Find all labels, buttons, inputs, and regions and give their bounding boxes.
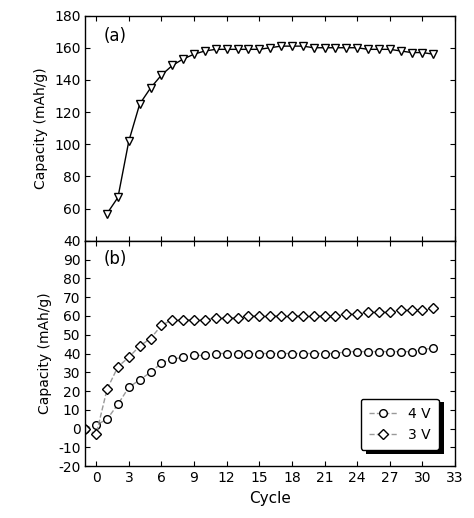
3 V (235, 315, 240, 321)
3 V (398, 307, 403, 313)
Text: (a): (a) (104, 27, 127, 45)
3 V (267, 313, 273, 319)
3 V (344, 311, 349, 317)
3 V (115, 364, 121, 370)
4 V (93, 422, 99, 428)
3 V (322, 313, 328, 319)
4 V (419, 347, 425, 353)
4 V (213, 351, 219, 357)
4 V (344, 349, 349, 355)
4 V (148, 369, 154, 376)
Legend: 4 V, 3 V: 4 V, 3 V (361, 399, 439, 450)
X-axis label: Cycle: Cycle (249, 491, 291, 506)
3 V (387, 309, 392, 315)
4 V (126, 384, 132, 391)
3 V (333, 313, 338, 319)
4 V (365, 349, 371, 355)
4 V (191, 352, 197, 358)
4 V (170, 356, 175, 362)
4 V (180, 354, 186, 361)
Line: 4 V: 4 V (82, 344, 437, 433)
4 V (398, 349, 403, 355)
3 V (148, 336, 154, 342)
3 V (170, 316, 175, 323)
3 V (355, 311, 360, 317)
3 V (159, 322, 164, 328)
4 V (322, 351, 328, 357)
3 V (409, 307, 414, 313)
4 V (300, 351, 306, 357)
4 V (376, 349, 382, 355)
3 V (278, 313, 284, 319)
4 V (311, 351, 317, 357)
4 V (104, 416, 110, 422)
4 V (333, 351, 338, 357)
4 V (387, 349, 392, 355)
Y-axis label: Capacity (mAh/g): Capacity (mAh/g) (35, 67, 48, 189)
3 V (82, 426, 88, 432)
4 V (82, 426, 88, 432)
4 V (355, 349, 360, 355)
3 V (311, 313, 317, 319)
3 V (289, 313, 295, 319)
Text: (b): (b) (104, 250, 127, 268)
3 V (256, 313, 262, 319)
Line: 3 V: 3 V (82, 305, 437, 438)
3 V (180, 316, 186, 323)
4 V (115, 401, 121, 407)
Bar (366, 402, 445, 454)
4 V (235, 351, 240, 357)
3 V (430, 306, 436, 312)
4 V (224, 351, 229, 357)
4 V (409, 349, 414, 355)
3 V (376, 309, 382, 315)
4 V (202, 352, 208, 358)
4 V (289, 351, 295, 357)
3 V (419, 307, 425, 313)
3 V (224, 315, 229, 321)
4 V (267, 351, 273, 357)
3 V (246, 313, 251, 319)
4 V (278, 351, 284, 357)
3 V (104, 386, 110, 392)
3 V (213, 315, 219, 321)
3 V (365, 309, 371, 315)
3 V (93, 431, 99, 437)
3 V (202, 316, 208, 323)
4 V (137, 377, 143, 383)
3 V (137, 343, 143, 349)
4 V (246, 351, 251, 357)
Y-axis label: Capacity (mAh/g): Capacity (mAh/g) (38, 293, 53, 414)
4 V (159, 360, 164, 366)
4 V (256, 351, 262, 357)
3 V (300, 313, 306, 319)
3 V (191, 316, 197, 323)
3 V (126, 354, 132, 361)
4 V (430, 345, 436, 351)
